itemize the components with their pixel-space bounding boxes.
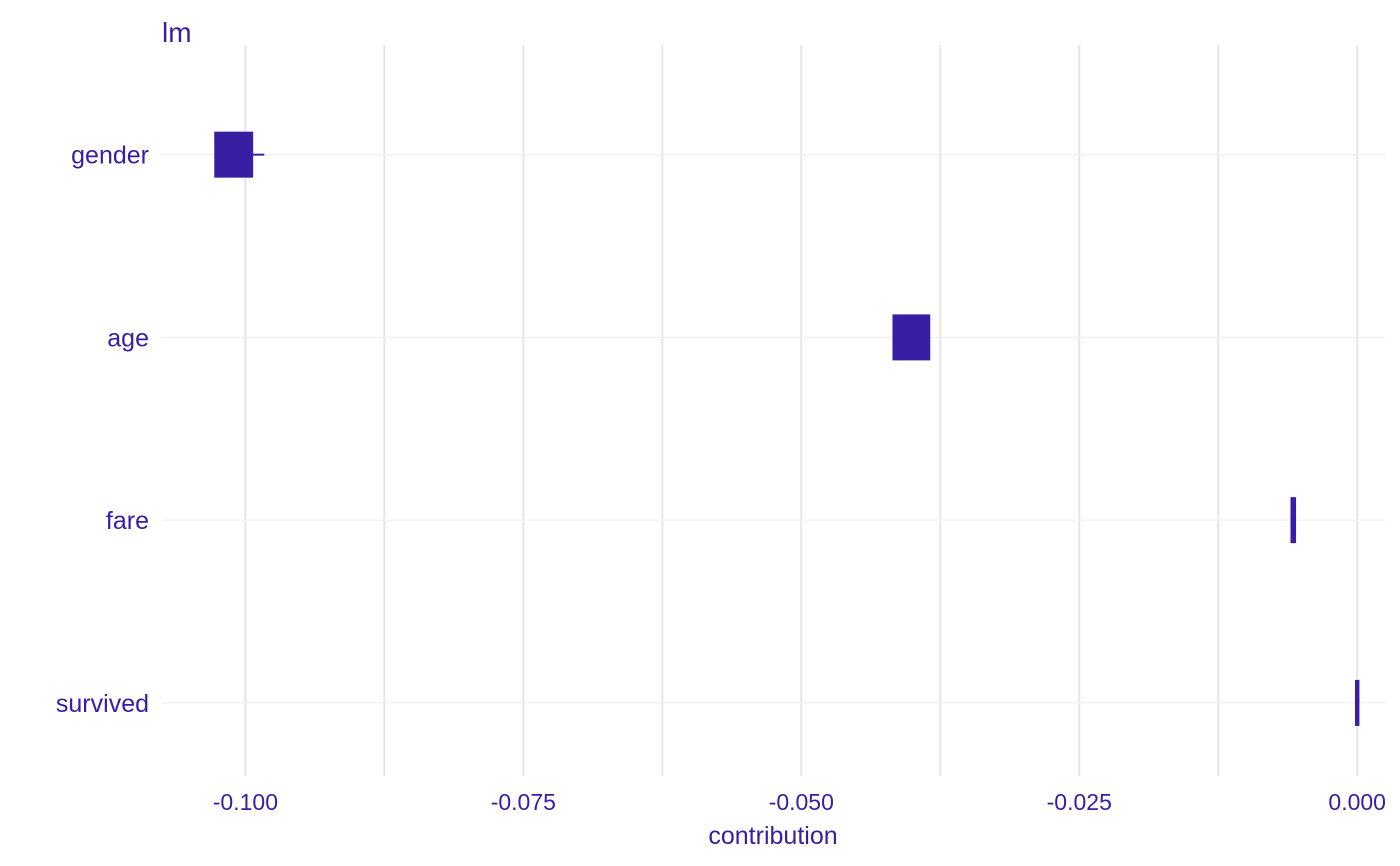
category-label-survived: survived [56, 690, 149, 718]
x-tick-label: -0.100 [213, 789, 278, 815]
x-tick-label: 0.000 [1328, 789, 1386, 815]
bar-fare [1290, 497, 1297, 544]
x-tick-label: -0.075 [491, 789, 556, 815]
bar-age [892, 314, 931, 361]
x-axis-title: contribution [708, 822, 837, 850]
bar-gender [214, 131, 254, 178]
category-label-fare: fare [106, 507, 149, 535]
chart-title: lm [162, 17, 192, 48]
x-tick-label: -0.050 [769, 789, 834, 815]
label-layer: -0.100 -0.075 -0.050 -0.025 0.000 gender age fa… [56, 142, 1386, 815]
grid-layer [162, 45, 1385, 776]
x-tick-label: -0.025 [1047, 789, 1112, 815]
category-label-age: age [107, 324, 149, 352]
bar-layer [214, 131, 1360, 726]
category-label-gender: gender [71, 142, 149, 170]
